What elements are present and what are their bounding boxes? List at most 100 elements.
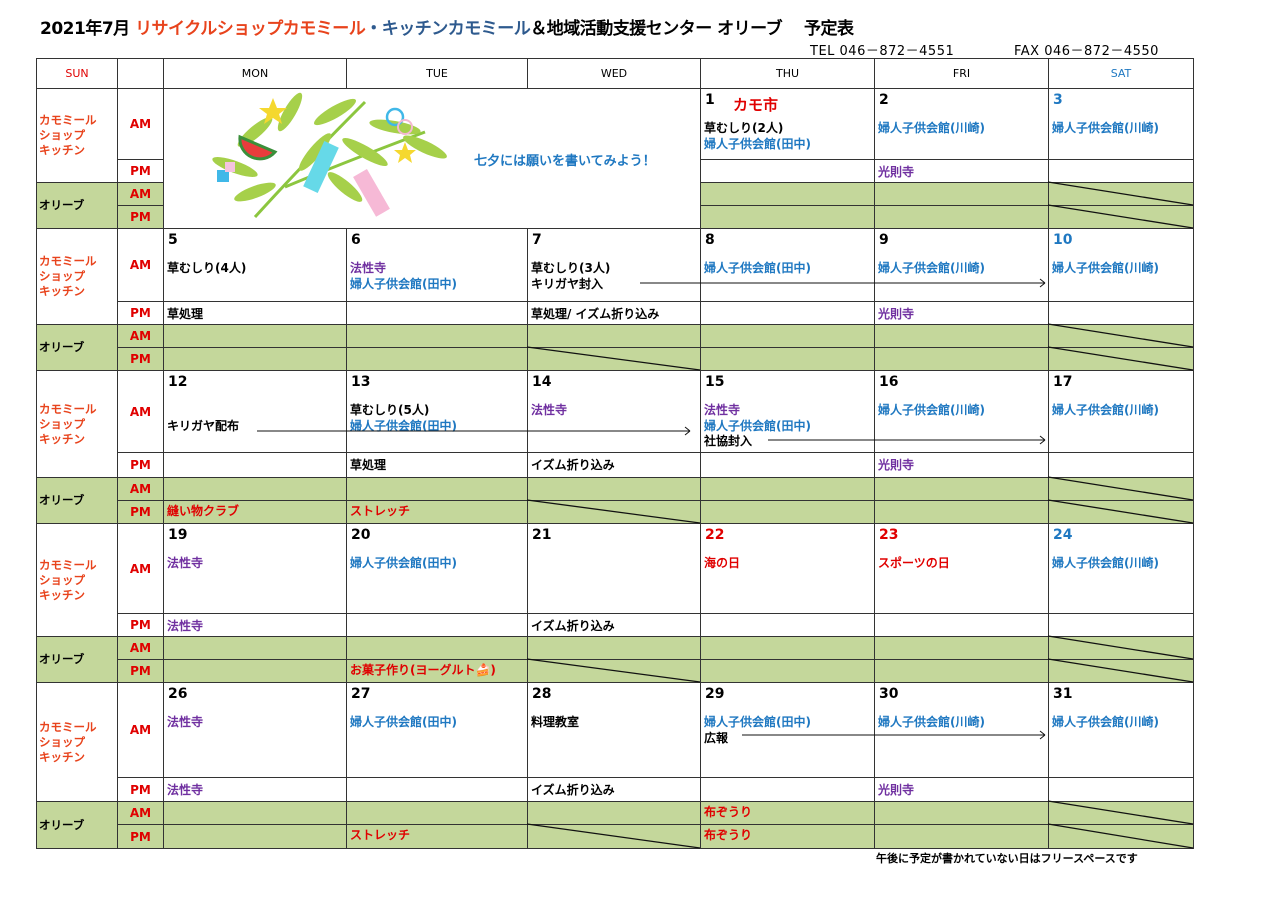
am-entry: キリガヤ配布 bbox=[167, 418, 240, 433]
pm-label: PM bbox=[117, 500, 164, 524]
am-label: AM bbox=[117, 636, 164, 660]
title-kitchen: ・キッチンカモミール bbox=[365, 19, 531, 39]
header-mon: MON bbox=[163, 58, 347, 89]
olive-am-cell-sat bbox=[1048, 801, 1194, 825]
day-number: 5 bbox=[168, 232, 178, 248]
pm-cell-sat bbox=[1048, 301, 1194, 325]
day-cell-tue: 20 婦人子供会館(田中) bbox=[346, 523, 528, 614]
day-cell-fri: 30 婦人子供会館(川崎) bbox=[874, 682, 1049, 778]
kamomile-label-text: カモミール ショップ キッチン bbox=[39, 720, 97, 765]
olive-am-cell-mon bbox=[163, 477, 347, 501]
pm-cell-mon: 法性寺 bbox=[163, 777, 347, 802]
label-line: キッチン bbox=[39, 143, 85, 157]
tel-number: TEL 046－872－4551 bbox=[810, 44, 955, 59]
day-number: 31 bbox=[1053, 686, 1073, 702]
kamomile-label-text: カモミール ショップ キッチン bbox=[39, 113, 97, 158]
pm-cell-mon: 法性寺 bbox=[163, 613, 347, 637]
olive-am-cell-mon bbox=[163, 324, 347, 348]
pm-cell-sat bbox=[1048, 452, 1194, 478]
day-number: 10 bbox=[1053, 232, 1073, 248]
pm-label: PM bbox=[117, 613, 164, 637]
day-cell-mon: 19 法性寺 bbox=[163, 523, 347, 614]
am-entry: 草むしり(2人) bbox=[704, 121, 784, 135]
olive-pm-cell-fri bbox=[874, 347, 1049, 371]
day-number: 14 bbox=[532, 374, 552, 390]
label-line: カモミール bbox=[39, 401, 97, 416]
day-cell-mon: 12 キリガヤ配布 bbox=[163, 370, 347, 453]
pm-cell-tue bbox=[346, 777, 528, 802]
title-month: 2021年7月 bbox=[40, 19, 136, 39]
header-blank bbox=[117, 58, 164, 89]
pm-cell-fri bbox=[874, 613, 1049, 637]
olive-pm-cell-mon bbox=[163, 824, 347, 849]
am-entry: 草むしり(5人) bbox=[350, 403, 430, 417]
olive-am-cell-sat bbox=[1048, 636, 1194, 660]
label-line: カモミール bbox=[39, 719, 97, 734]
day-cell-wed: 14 法性寺 bbox=[527, 370, 701, 453]
day-number: 13 bbox=[351, 374, 371, 390]
pm-label: PM bbox=[117, 159, 164, 183]
pm-cell-sat bbox=[1048, 777, 1194, 802]
olive-pm-cell-mon bbox=[163, 659, 347, 683]
am-entry: キリガヤ封入 bbox=[531, 276, 604, 291]
pm-entry: 光則寺 bbox=[878, 783, 915, 797]
olive-am-cell-fri bbox=[874, 182, 1049, 206]
day-cell-thu: 22 海の日 bbox=[700, 523, 875, 614]
day-cell-tue: 13 草むしり(5人) 婦人子供会館(田中) bbox=[346, 370, 528, 453]
pm-entry: 光則寺 bbox=[878, 458, 915, 472]
pm-entry: 草処理 bbox=[167, 307, 204, 321]
day-number: 29 bbox=[705, 686, 725, 702]
pm-cell-thu bbox=[700, 777, 875, 802]
olive-am-cell-fri bbox=[874, 477, 1049, 501]
kamomile-label-text: カモミール ショップ キッチン bbox=[39, 254, 97, 299]
pm-cell-mon bbox=[163, 452, 347, 478]
am-entry: 草むしり(4人) bbox=[167, 261, 247, 275]
am-label: AM bbox=[117, 523, 164, 614]
am-entry: 海の日 bbox=[704, 556, 741, 570]
am-label: AM bbox=[117, 477, 164, 501]
olive-am-cell-fri bbox=[874, 324, 1049, 348]
olive-pm-cell-sat bbox=[1048, 205, 1194, 229]
kamomile-label-text: カモミール ショップ キッチン bbox=[39, 558, 97, 603]
olive-pm-cell-fri bbox=[874, 659, 1049, 683]
am-entry: 法性寺 bbox=[531, 403, 568, 417]
pm-label: PM bbox=[117, 347, 164, 371]
pm-cell-tue bbox=[346, 301, 528, 325]
pm-label: PM bbox=[117, 205, 164, 229]
day-number: 19 bbox=[168, 527, 188, 543]
day-cell-thu: 1 カモ市 草むしり(2人) 婦人子供会館(田中) bbox=[700, 88, 875, 160]
olive-pm-cell-sat bbox=[1048, 824, 1194, 849]
olive-row-label: オリーブ bbox=[36, 182, 118, 229]
am-entry: 広報 bbox=[704, 730, 729, 745]
olive-am-cell-sat bbox=[1048, 182, 1194, 206]
pm-label: PM bbox=[117, 301, 164, 325]
watermelon-icon bbox=[238, 134, 278, 161]
am-label: AM bbox=[117, 228, 164, 302]
am-entry: 婦人子供会館(川崎) bbox=[1052, 715, 1159, 729]
kamomile-label-text: カモミール ショップ キッチン bbox=[39, 402, 97, 447]
header-sat: SAT bbox=[1048, 58, 1194, 89]
am-entry: 婦人子供会館(川崎) bbox=[1052, 556, 1159, 570]
am-entry: 法性寺 bbox=[350, 261, 387, 275]
day-number: 15 bbox=[705, 374, 725, 390]
label-line: キッチン bbox=[39, 431, 85, 446]
am-label: AM bbox=[117, 370, 164, 453]
day-cell-sat: 3 婦人子供会館(川崎) bbox=[1048, 88, 1194, 160]
olive-pm-cell-tue bbox=[346, 347, 528, 371]
day-number: 6 bbox=[351, 232, 361, 248]
label-line: ショップ bbox=[39, 734, 85, 749]
olive-pm-cell-sat bbox=[1048, 500, 1194, 524]
am-entry: 婦人子供会館(川崎) bbox=[878, 403, 985, 417]
pm-entry: 草処理 bbox=[350, 458, 387, 472]
olive-pm-cell-mon: 縫い物クラブ bbox=[163, 500, 347, 524]
olive-pm-cell-thu bbox=[700, 347, 875, 371]
day-number: 20 bbox=[351, 527, 371, 543]
am-entry: 婦人子供会館(田中) bbox=[350, 418, 457, 433]
am-entry: 婦人子供会館(川崎) bbox=[1052, 403, 1159, 417]
am-entry: 料理教室 bbox=[531, 715, 580, 729]
label-line: カモミール bbox=[39, 254, 97, 268]
header-fri: FRI bbox=[874, 58, 1049, 89]
olive-pm-cell-fri bbox=[874, 824, 1049, 849]
day-cell-mon: 5 草むしり(4人) bbox=[163, 228, 347, 302]
olive-am-cell-thu: 布ぞうり bbox=[700, 801, 875, 825]
